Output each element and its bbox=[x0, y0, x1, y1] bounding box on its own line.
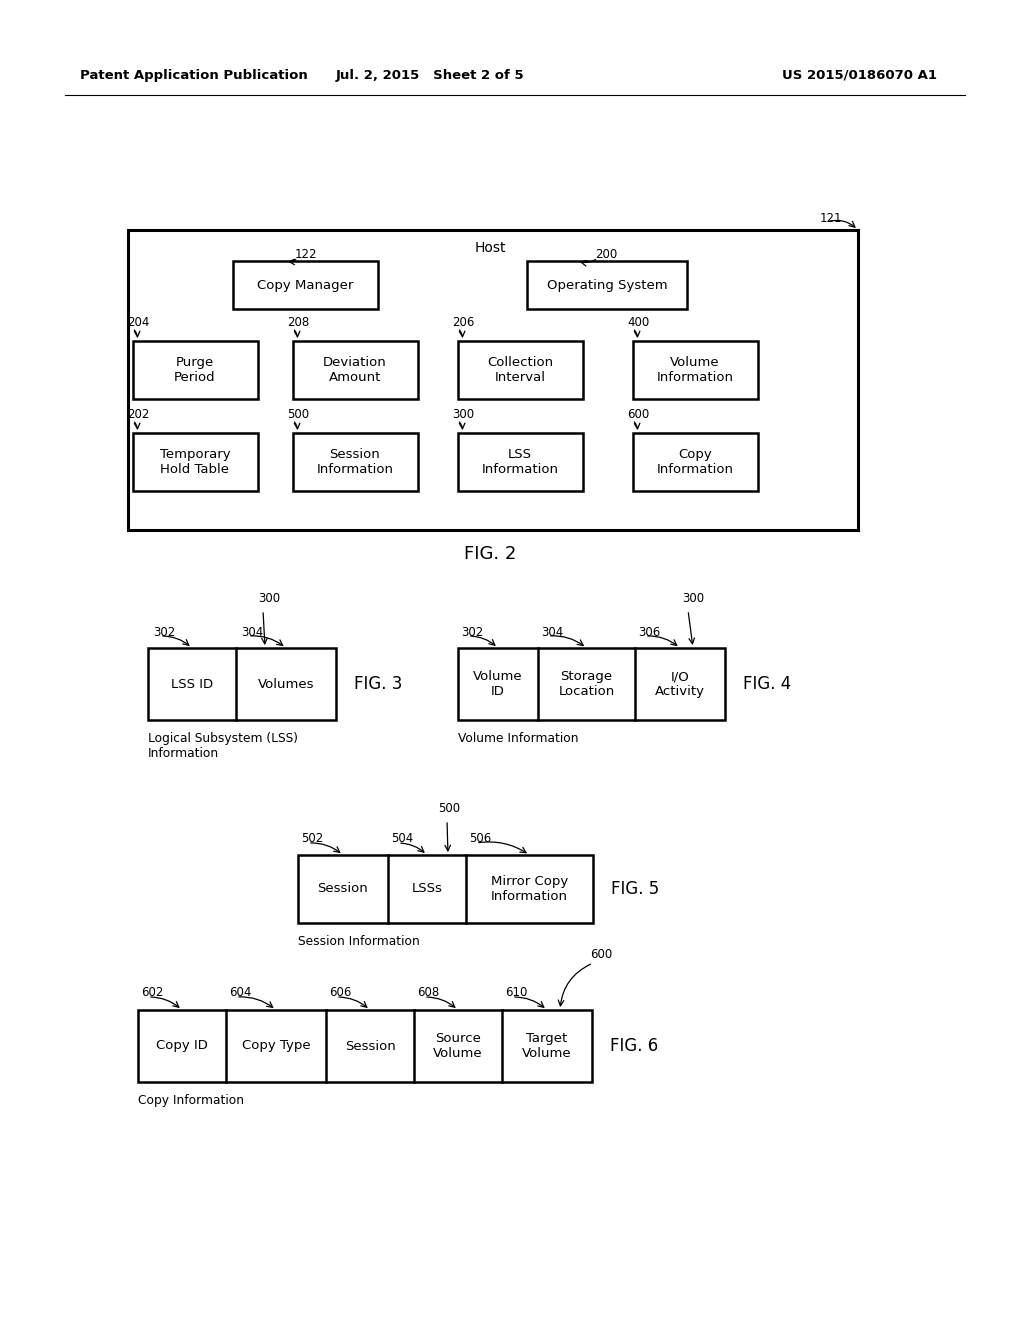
Text: 600: 600 bbox=[628, 408, 650, 421]
Text: Logical Subsystem (LSS)
Information: Logical Subsystem (LSS) Information bbox=[148, 733, 298, 760]
Text: 300: 300 bbox=[682, 591, 705, 605]
Text: Source
Volume: Source Volume bbox=[433, 1032, 482, 1060]
Bar bbox=[148, 648, 336, 719]
Bar bbox=[458, 341, 583, 399]
Text: 610: 610 bbox=[505, 986, 527, 998]
Bar bbox=[128, 230, 858, 531]
Text: LSS ID: LSS ID bbox=[171, 677, 213, 690]
Text: Volumes: Volumes bbox=[258, 677, 314, 690]
Text: 306: 306 bbox=[638, 626, 660, 639]
Text: 606: 606 bbox=[329, 986, 351, 998]
Bar bbox=[132, 433, 257, 491]
Bar bbox=[232, 261, 378, 309]
Text: 400: 400 bbox=[628, 317, 650, 330]
Text: FIG. 3: FIG. 3 bbox=[354, 675, 402, 693]
Text: LSS
Information: LSS Information bbox=[481, 447, 558, 477]
Text: Session Information: Session Information bbox=[298, 935, 420, 948]
Bar bbox=[293, 341, 418, 399]
Text: 208: 208 bbox=[288, 317, 309, 330]
Text: Copy
Information: Copy Information bbox=[656, 447, 733, 477]
Text: Copy Manager: Copy Manager bbox=[257, 279, 353, 292]
Text: 602: 602 bbox=[141, 986, 164, 998]
Text: Volume Information: Volume Information bbox=[458, 733, 579, 744]
Text: I/O
Activity: I/O Activity bbox=[655, 671, 705, 698]
Text: 604: 604 bbox=[229, 986, 251, 998]
Text: Copy Type: Copy Type bbox=[242, 1040, 310, 1052]
Bar bbox=[132, 341, 257, 399]
Text: Target
Volume: Target Volume bbox=[522, 1032, 571, 1060]
Text: Collection
Interval: Collection Interval bbox=[487, 356, 553, 384]
Text: 304: 304 bbox=[541, 626, 563, 639]
Text: Session
Information: Session Information bbox=[316, 447, 393, 477]
Text: 302: 302 bbox=[153, 626, 175, 639]
Bar bbox=[458, 648, 725, 719]
Text: Operating System: Operating System bbox=[547, 279, 668, 292]
Text: 500: 500 bbox=[288, 408, 309, 421]
Text: LSSs: LSSs bbox=[412, 883, 442, 895]
Text: Patent Application Publication: Patent Application Publication bbox=[80, 69, 308, 82]
Text: 200: 200 bbox=[595, 248, 617, 261]
Text: 302: 302 bbox=[461, 626, 483, 639]
Text: Temporary
Hold Table: Temporary Hold Table bbox=[160, 447, 230, 477]
Text: 500: 500 bbox=[438, 801, 460, 814]
Text: FIG. 6: FIG. 6 bbox=[610, 1038, 658, 1055]
Text: Host: Host bbox=[474, 242, 506, 255]
Text: Copy Information: Copy Information bbox=[138, 1094, 244, 1107]
Text: 206: 206 bbox=[453, 317, 475, 330]
Bar bbox=[293, 433, 418, 491]
Bar bbox=[527, 261, 687, 309]
Text: 608: 608 bbox=[417, 986, 439, 998]
Text: 204: 204 bbox=[128, 317, 150, 330]
Text: 502: 502 bbox=[301, 833, 324, 846]
Text: 600: 600 bbox=[590, 949, 612, 961]
Text: 504: 504 bbox=[391, 833, 414, 846]
Text: Mirror Copy
Information: Mirror Copy Information bbox=[490, 875, 568, 903]
Text: Volume
ID: Volume ID bbox=[473, 671, 523, 698]
Text: Volume
Information: Volume Information bbox=[656, 356, 733, 384]
Text: Storage
Location: Storage Location bbox=[558, 671, 614, 698]
Text: 304: 304 bbox=[241, 626, 263, 639]
Text: 300: 300 bbox=[258, 591, 281, 605]
Text: Copy ID: Copy ID bbox=[156, 1040, 208, 1052]
Text: Purge
Period: Purge Period bbox=[174, 356, 216, 384]
Text: 122: 122 bbox=[295, 248, 317, 261]
Text: 202: 202 bbox=[128, 408, 150, 421]
Bar bbox=[458, 433, 583, 491]
Text: Deviation
Amount: Deviation Amount bbox=[324, 356, 387, 384]
Text: Session: Session bbox=[317, 883, 369, 895]
Text: FIG. 2: FIG. 2 bbox=[464, 545, 516, 564]
Text: US 2015/0186070 A1: US 2015/0186070 A1 bbox=[782, 69, 938, 82]
Bar bbox=[298, 855, 593, 923]
Text: FIG. 5: FIG. 5 bbox=[611, 880, 659, 898]
Text: 300: 300 bbox=[453, 408, 475, 421]
Text: 506: 506 bbox=[469, 833, 492, 846]
Text: 121: 121 bbox=[820, 211, 843, 224]
Text: FIG. 4: FIG. 4 bbox=[743, 675, 792, 693]
Text: Session: Session bbox=[345, 1040, 395, 1052]
Bar bbox=[633, 341, 758, 399]
Bar bbox=[138, 1010, 592, 1082]
Bar bbox=[633, 433, 758, 491]
Text: Jul. 2, 2015   Sheet 2 of 5: Jul. 2, 2015 Sheet 2 of 5 bbox=[336, 69, 524, 82]
